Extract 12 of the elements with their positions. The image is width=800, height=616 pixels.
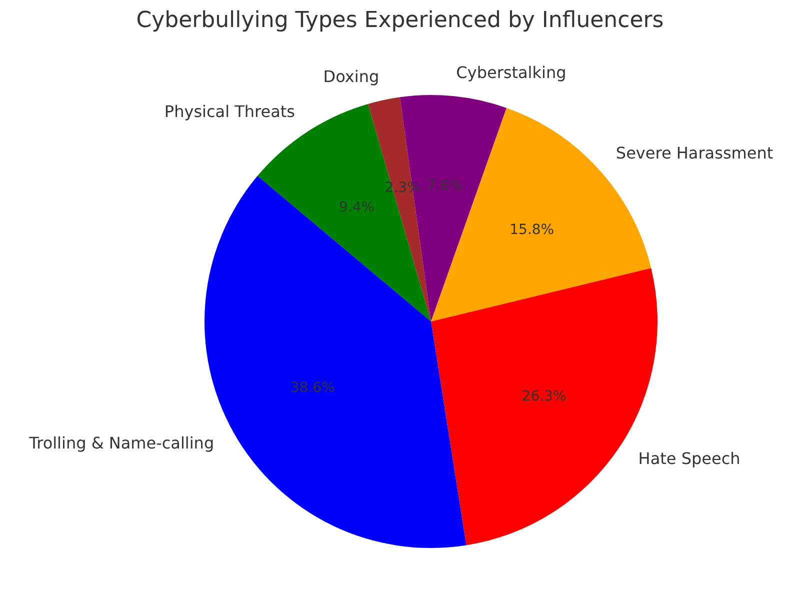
slice-label: Hate Speech (638, 448, 740, 468)
slice-label: Trolling & Name-calling (28, 433, 214, 452)
data-label: 26.3% (522, 388, 566, 405)
slice-label: Severe Harassment (616, 144, 774, 163)
data-label: 38.6% (290, 380, 335, 396)
slice-label: Doxing (323, 66, 380, 86)
slice-label: Cyberstalking (456, 62, 566, 82)
slice-label: Physical Threats (164, 102, 296, 121)
chart-title: Cyberbullying Types Experienced by Influencers (135, 8, 665, 33)
data-label: 15.8% (510, 222, 554, 238)
data-label: 9.4% (339, 199, 375, 216)
data-label: 7.6% (426, 178, 463, 194)
